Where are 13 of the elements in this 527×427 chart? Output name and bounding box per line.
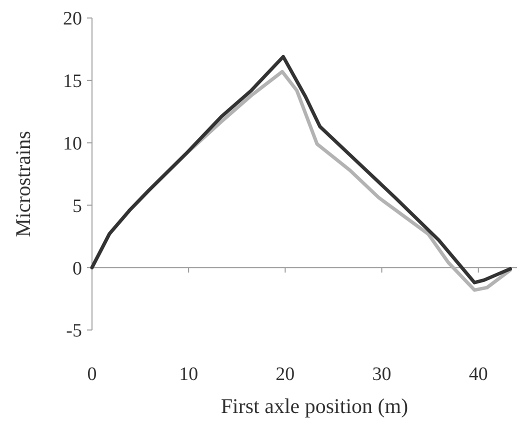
y-tick-label: 5 (72, 196, 82, 217)
y-tick-label: 10 (63, 133, 82, 154)
x-tick-label: 30 (372, 364, 392, 385)
y-tick-label: -5 (66, 320, 82, 342)
x-tick-label: 0 (87, 364, 97, 385)
x-tick-label: 20 (276, 364, 295, 385)
y-axis-title: Microstrains (11, 130, 35, 238)
y-tick-label: 0 (72, 258, 82, 280)
x-tick-label: 10 (179, 364, 198, 385)
x-axis-title: First axle position (m) (220, 394, 408, 418)
x-tick-label: 40 (468, 364, 488, 385)
y-tick-label: 20 (63, 8, 82, 30)
y-tick-label: 15 (63, 71, 82, 92)
